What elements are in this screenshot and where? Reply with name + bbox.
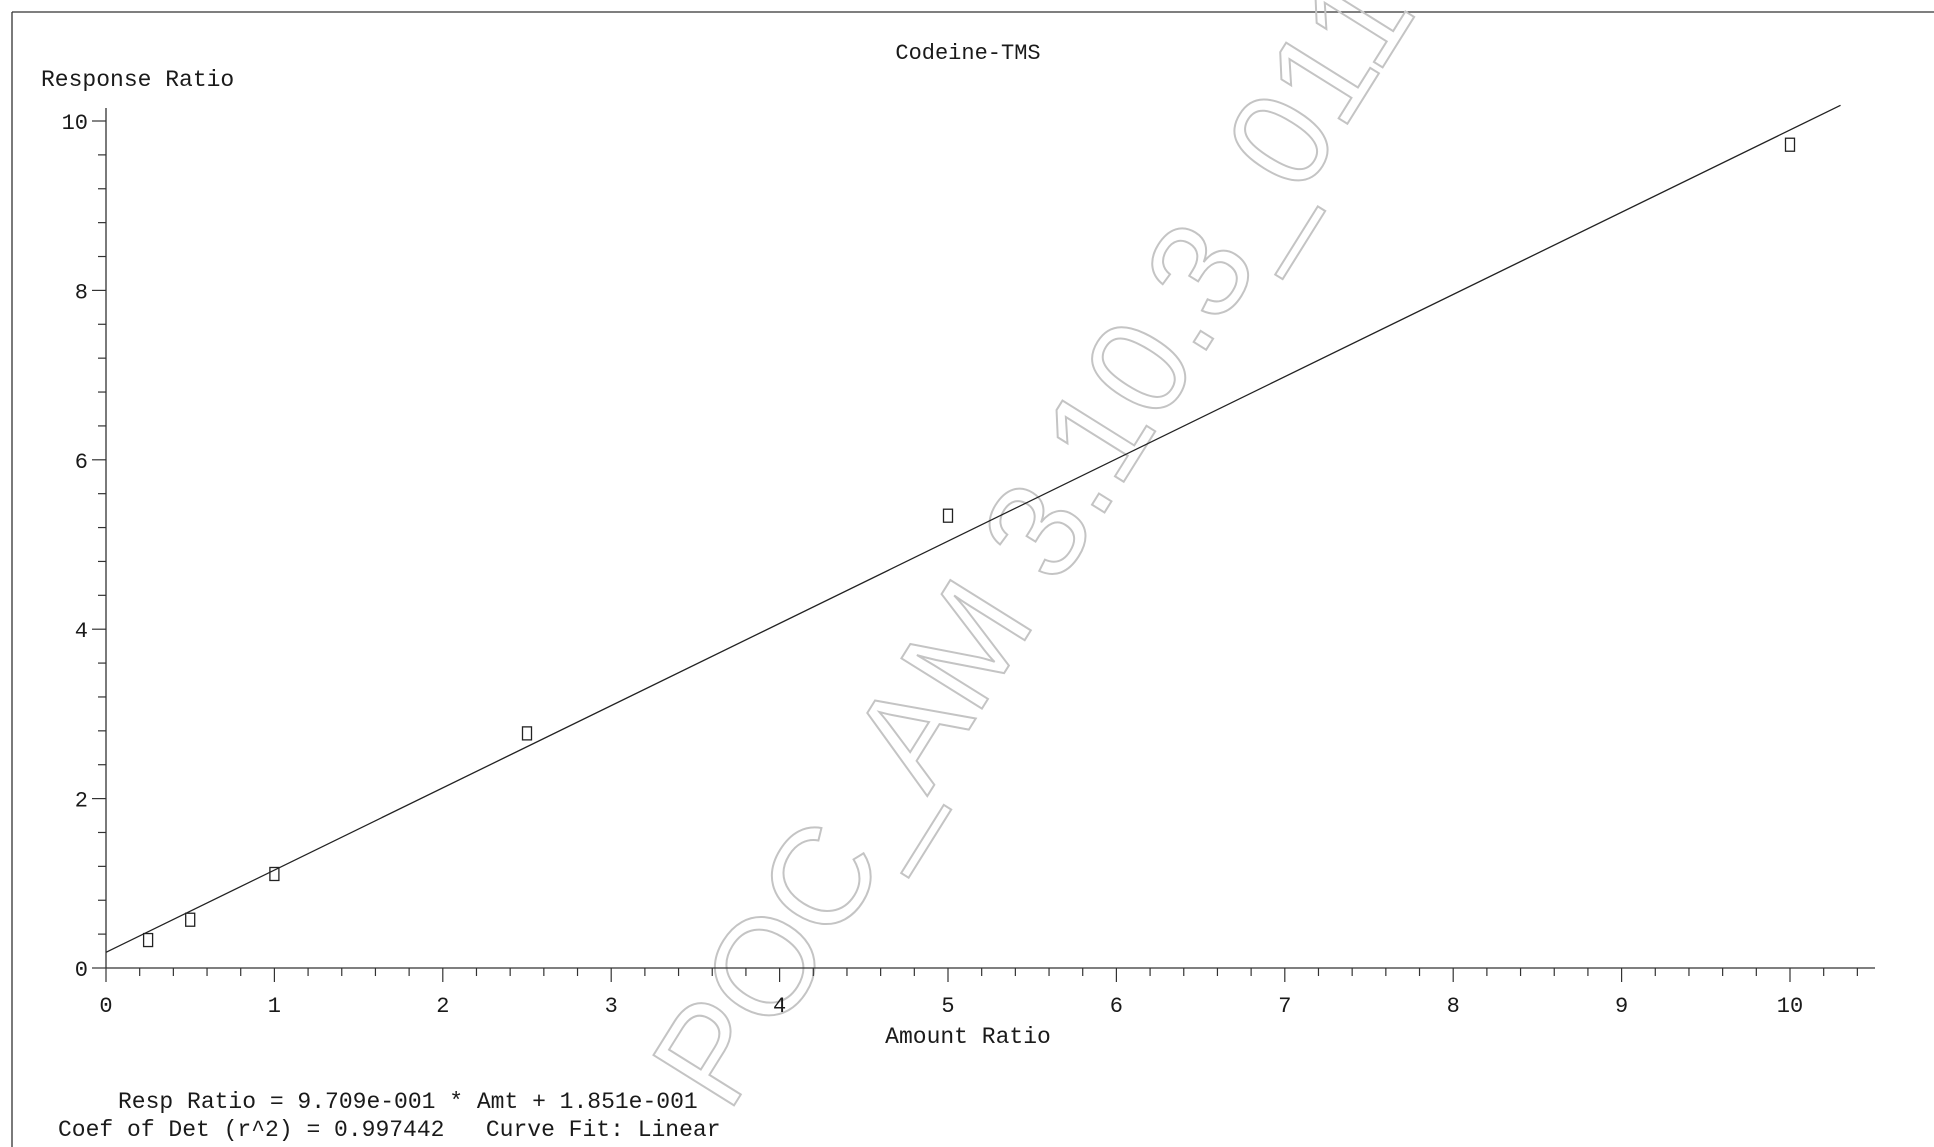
x-tick-label: 3 bbox=[605, 994, 618, 1019]
fit-line bbox=[106, 105, 1841, 952]
y-tick-label: 0 bbox=[75, 958, 88, 983]
x-tick-label: 10 bbox=[1777, 994, 1803, 1019]
x-tick-label: 2 bbox=[436, 994, 449, 1019]
y-tick-label: 4 bbox=[75, 619, 88, 644]
x-tick-label: 4 bbox=[773, 994, 786, 1019]
x-axis-ticks: 0 1 2 3 4 5 6 7 8 9 10 bbox=[99, 968, 1857, 1019]
x-tick-label: 7 bbox=[1278, 994, 1291, 1019]
y-tick-label: 6 bbox=[75, 450, 88, 475]
x-tick-label: 1 bbox=[268, 994, 281, 1019]
x-axis-label: Amount Ratio bbox=[885, 1024, 1051, 1050]
fit-line-layer bbox=[106, 105, 1841, 952]
x-tick-label: 6 bbox=[1110, 994, 1123, 1019]
y-tick-label: 10 bbox=[62, 111, 88, 136]
y-tick-label: 2 bbox=[75, 789, 88, 814]
x-tick-label: 5 bbox=[941, 994, 954, 1019]
fit-equation: Resp Ratio = 9.709e-001 * Amt + 1.851e-0… bbox=[118, 1089, 698, 1115]
y-axis-label: Response Ratio bbox=[41, 67, 234, 93]
watermark: POC_AM 3.10.3_01152015_ bbox=[623, 0, 1689, 1131]
y-tick-label: 8 bbox=[75, 280, 88, 305]
x-tick-label: 9 bbox=[1615, 994, 1628, 1019]
data-point bbox=[944, 509, 953, 522]
data-point bbox=[186, 913, 195, 926]
x-tick-label: 8 bbox=[1447, 994, 1460, 1019]
fit-statistics: Coef of Det (r^2) = 0.997442 Curve Fit: … bbox=[58, 1117, 721, 1143]
data-point bbox=[144, 934, 153, 947]
y-axis-ticks: 0 2 4 6 8 10 bbox=[62, 111, 106, 983]
x-tick-label: 0 bbox=[99, 994, 112, 1019]
data-point bbox=[523, 727, 532, 740]
chart-title: Codeine-TMS bbox=[895, 41, 1040, 66]
data-point bbox=[1786, 138, 1795, 151]
